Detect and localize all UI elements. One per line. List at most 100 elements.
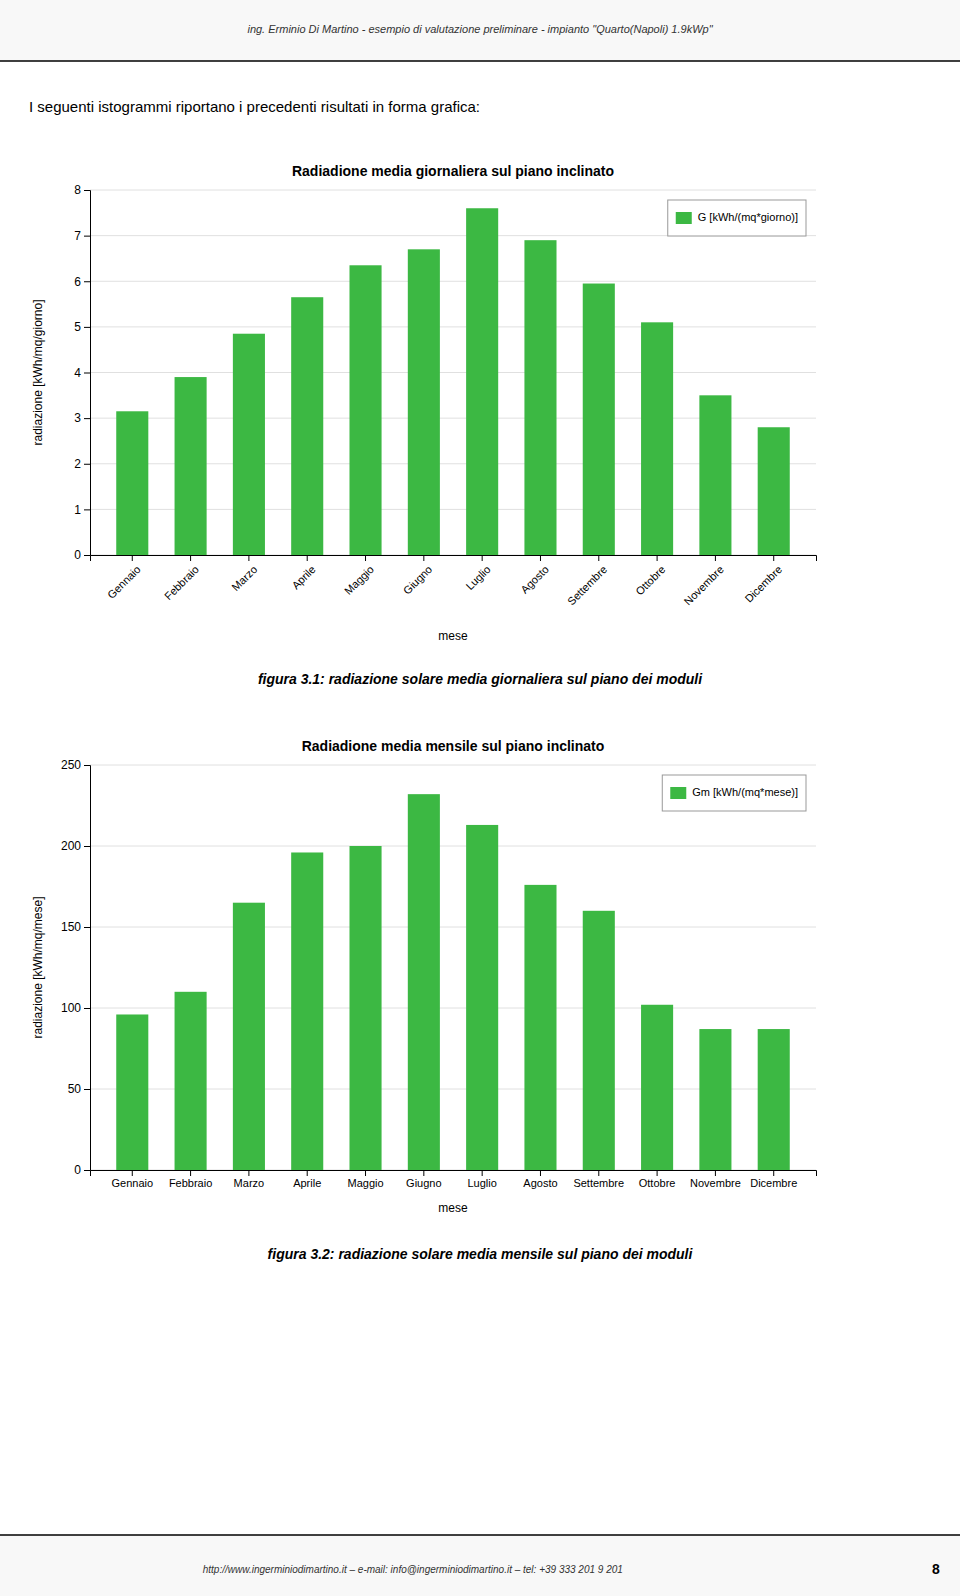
tick-label: Ottobre <box>639 1177 676 1189</box>
grid-line <box>90 927 816 928</box>
tick: 0 <box>74 1163 90 1177</box>
axis-line <box>91 556 817 562</box>
tick-mark <box>84 765 90 766</box>
tick-label: 6 <box>74 275 81 289</box>
tick: 7 <box>74 229 90 243</box>
tick: 2 <box>74 457 90 471</box>
tick: Febbraio <box>162 555 201 602</box>
tick-mark <box>190 555 191 561</box>
tick-mark <box>540 1170 541 1176</box>
tick: Febbraio <box>169 1170 212 1189</box>
tick-mark <box>657 555 658 561</box>
legend: G [kWh/(mq*giorno)] <box>668 200 806 236</box>
grid-line <box>90 326 816 327</box>
tick-label: Marzo <box>229 563 259 593</box>
tick: Luglio <box>467 1170 496 1189</box>
tick-label: 200 <box>61 839 81 853</box>
tick-mark <box>84 236 90 237</box>
tick-mark <box>307 1170 308 1176</box>
chart: 050100150200250GennaioFebbraioMarzoApril… <box>31 738 817 1262</box>
tick: Maggio <box>347 1170 383 1189</box>
bar <box>466 208 498 555</box>
legend: Gm [kWh/(mq*mese)] <box>662 775 806 811</box>
tick-label: Settembre <box>573 1177 624 1189</box>
tick-mark <box>84 1170 90 1171</box>
bar <box>116 411 148 555</box>
tick-label: 150 <box>61 920 81 934</box>
tick-label: Novembre <box>690 1177 741 1189</box>
tick-mark <box>423 1170 424 1176</box>
tick: Dicembre <box>750 1170 797 1189</box>
tick-mark <box>132 555 133 561</box>
bar <box>758 427 790 555</box>
tick-label: Novembre <box>682 563 726 607</box>
caption: figura 3.2: radiazione solare media mens… <box>268 1246 694 1262</box>
tick-mark <box>482 555 483 561</box>
tick-label: 100 <box>61 1001 81 1015</box>
footer-text: http://www.ingerminiodimartino.it – e-ma… <box>203 1564 623 1575</box>
tick-mark <box>84 927 90 928</box>
tick: Settembre <box>573 1170 624 1189</box>
tick-label: Agosto <box>518 563 551 596</box>
y-axis: 012345678 <box>74 183 90 562</box>
tick-label: Febbraio <box>169 1177 212 1189</box>
x-axis-title: mese <box>438 629 468 643</box>
tick-mark <box>307 555 308 561</box>
tick-label: Marzo <box>234 1177 265 1189</box>
header-rule <box>0 60 960 62</box>
tick-mark <box>598 1170 599 1176</box>
footer-rule <box>0 1534 960 1536</box>
bar <box>291 852 323 1170</box>
tick: 6 <box>74 275 90 289</box>
x-axis: GennaioFebbraioMarzoAprileMaggioGiugnoLu… <box>91 555 817 607</box>
tick-mark <box>84 327 90 328</box>
tick: 3 <box>74 411 90 425</box>
tick-label: 4 <box>74 366 81 380</box>
tick: 250 <box>61 758 90 772</box>
intro-text: I seguenti istogrammi riportano i preced… <box>29 98 480 115</box>
tick-mark <box>84 1089 90 1090</box>
bar <box>233 334 265 555</box>
tick-mark <box>84 1008 90 1009</box>
bar <box>349 846 381 1170</box>
bar <box>524 240 556 555</box>
tick-label: 50 <box>68 1082 82 1096</box>
chart: 012345678GennaioFebbraioMarzoAprileMaggi… <box>31 163 817 687</box>
tick-mark <box>248 555 249 561</box>
tick: Novembre <box>682 555 726 607</box>
axis-line <box>84 191 91 556</box>
page-number: 8 <box>932 1561 940 1577</box>
grid <box>90 190 816 555</box>
tick-label: Maggio <box>347 1177 383 1189</box>
tick-mark <box>132 1170 133 1176</box>
bar <box>641 322 673 555</box>
y-axis-title: radiazione [kWh/mq/giorno] <box>31 299 45 445</box>
tick-mark <box>84 509 90 510</box>
tick-label: 8 <box>74 183 81 197</box>
bar <box>699 395 731 555</box>
tick: Gennaio <box>111 1170 153 1189</box>
tick-label: 3 <box>74 411 81 425</box>
tick-label: Luglio <box>463 563 492 592</box>
tick-label: 250 <box>61 758 81 772</box>
bar <box>408 794 440 1170</box>
tick-mark <box>365 555 366 561</box>
tick-mark <box>365 1170 366 1176</box>
tick-label: Luglio <box>467 1177 496 1189</box>
tick: Settembre <box>565 555 609 607</box>
tick: 0 <box>74 548 90 562</box>
tick: 4 <box>74 366 90 380</box>
tick-label: Agosto <box>523 1177 557 1189</box>
tick-mark <box>248 1170 249 1176</box>
tick: Novembre <box>690 1170 741 1189</box>
bar <box>349 265 381 555</box>
tick-label: Aprile <box>289 563 317 591</box>
tick-label: Settembre <box>565 563 609 607</box>
bar <box>583 284 615 555</box>
legend-label: Gm [kWh/(mq*mese)] <box>692 786 798 798</box>
y-axis: 0 50 100 150 200 250 <box>61 758 91 1177</box>
tick: Giugno <box>401 555 435 597</box>
tick-mark <box>423 555 424 561</box>
grid-line <box>90 190 816 191</box>
tick-mark <box>84 555 90 556</box>
